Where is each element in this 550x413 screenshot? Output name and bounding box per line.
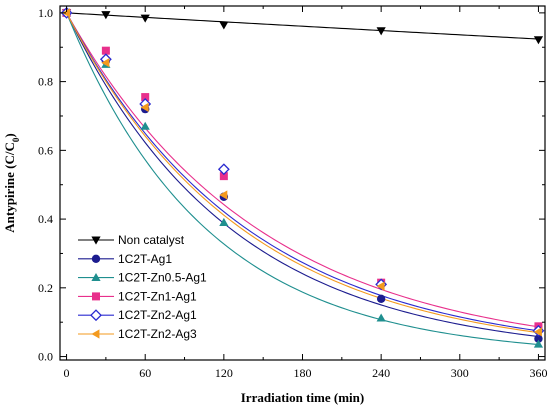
- y-tick-label: 0.0: [38, 350, 53, 364]
- point-non-catalyst: [219, 21, 229, 30]
- point-1c2t-ag1: [534, 334, 543, 343]
- legend-marker-non-catalyst: [91, 236, 101, 245]
- point-1c2t-zn0-5-ag1: [376, 313, 386, 322]
- y-tick-label: 1.0: [38, 6, 53, 20]
- point-1c2t-zn2-ag3: [533, 327, 542, 337]
- y-tick-label: 0.6: [38, 143, 53, 157]
- fit-curve-1c2t-ag1: [66, 12, 539, 338]
- x-tick-label: 300: [451, 366, 469, 380]
- point-1c2t-zn1-ag1: [219, 172, 228, 181]
- point-1c2t-zn2-ag3: [101, 58, 110, 68]
- y-axis-title-suffix: ): [2, 133, 17, 137]
- x-tick-label: 120: [215, 366, 233, 380]
- fit-curve-1c2t-zn0-5-ag1: [66, 12, 539, 346]
- y-tick-label: 0.8: [38, 75, 53, 89]
- point-non-catalyst: [376, 27, 386, 36]
- x-tick-label: 180: [294, 366, 312, 380]
- point-1c2t-zn2-ag3: [376, 281, 385, 291]
- x-tick-label: 240: [372, 366, 390, 380]
- fit-curve-1c2t-zn2-ag1: [66, 12, 539, 332]
- legend-label-1c2t-ag1: 1C2T-Ag1: [118, 252, 172, 266]
- legend: Non catalyst 1C2T-Ag1 1C2T-Zn0.5-Ag1 1C2T-Z…: [78, 233, 207, 341]
- y-tick-label: 0.4: [38, 212, 53, 226]
- legend-marker-1c2t-zn0-5-ag1: [91, 273, 101, 282]
- point-1c2t-zn2-ag3: [140, 102, 149, 112]
- point-1c2t-zn0-5-ag1: [140, 121, 150, 130]
- axis-ticks: [60, 6, 545, 360]
- data-markers: [60, 6, 545, 348]
- point-1c2t-zn2-ag3: [219, 190, 228, 200]
- axis-tick-labels: 0 60 120 180 240 300 360 0.0 0.2 0.4 0.6 0.8 1.0: [38, 6, 547, 380]
- y-axis-title: Antypirine (C/C0): [2, 133, 21, 232]
- point-1c2t-zn1-ag1: [101, 46, 110, 55]
- fit-curve-1c2t-zn2-ag3: [66, 12, 539, 334]
- point-1c2t-zn0-5-ag1: [533, 339, 544, 348]
- plot-area-frame: [59, 5, 546, 361]
- y-axis-title-main: Antypirine (C/C: [2, 142, 17, 233]
- legend-label-non-catalyst: Non catalyst: [118, 233, 185, 247]
- x-tick-label: 60: [139, 366, 151, 380]
- legend-label-1c2t-zn0-5-ag1: 1C2T-Zn0.5-Ag1: [118, 271, 207, 285]
- legend-marker-1c2t-zn2-ag3: [91, 329, 100, 339]
- legend-label-1c2t-zn2-ag3: 1C2T-Zn2-Ag3: [118, 327, 197, 341]
- point-1c2t-ag1: [376, 294, 386, 304]
- point-1c2t-zn1-ag1: [141, 93, 150, 102]
- point-1c2t-zn2-ag1: [217, 163, 230, 176]
- fit-curve-non-catalyst: [66, 12, 539, 40]
- legend-marker-1c2t-ag1: [91, 254, 101, 263]
- point-non-catalyst: [533, 36, 544, 45]
- x-tick-label: 360: [529, 366, 547, 380]
- x-axis-title: Irradiation time (min): [241, 390, 364, 405]
- point-non-catalyst: [101, 11, 111, 20]
- y-axis-title-subscript: 0: [11, 137, 21, 142]
- point-1c2t-zn0-5-ag1: [219, 217, 229, 226]
- legend-marker-1c2t-zn2-ag1: [90, 309, 102, 322]
- legend-marker-1c2t-zn1-ag1: [92, 292, 100, 301]
- legend-label-1c2t-zn1-ag1: 1C2T-Zn1-Ag1: [118, 289, 197, 303]
- point-non-catalyst: [140, 14, 150, 23]
- y-tick-label: 0.2: [38, 281, 53, 295]
- x-tick-label: 0: [64, 366, 70, 380]
- legend-label-1c2t-zn2-ag1: 1C2T-Zn2-Ag1: [118, 308, 197, 322]
